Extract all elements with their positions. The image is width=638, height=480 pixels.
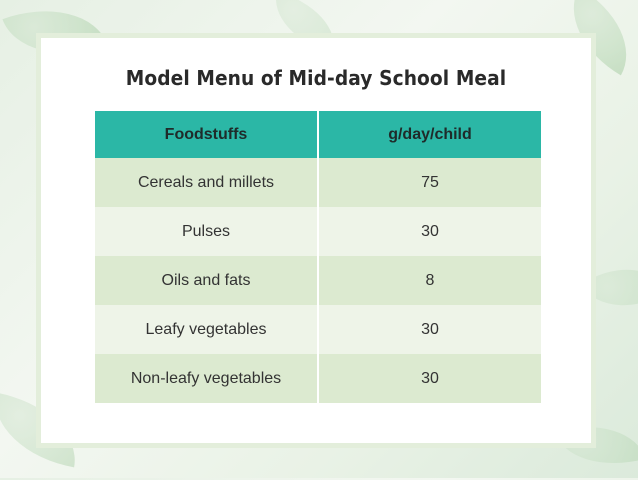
slide-card: Model Menu of Mid-day School Meal Foodst… [36,33,596,448]
food-cell: Leafy vegetables [95,305,319,354]
amount-cell: 30 [318,207,541,256]
table-row: Non-leafy vegetables 30 [95,354,541,403]
column-header-amount: g/day/child [318,111,541,158]
table-row: Pulses 30 [95,207,541,256]
food-cell: Cereals and millets [95,158,319,207]
table-row: Leafy vegetables 30 [95,305,541,354]
table-row: Cereals and millets 75 [95,158,541,207]
column-header-foodstuffs: Foodstuffs [95,111,319,158]
amount-cell: 75 [318,158,541,207]
amount-cell: 30 [318,354,541,403]
amount-cell: 30 [318,305,541,354]
food-cell: Oils and fats [95,256,319,305]
food-cell: Pulses [95,207,319,256]
table-header-row: Foodstuffs g/day/child [95,111,541,158]
amount-cell: 8 [318,256,541,305]
food-cell: Non-leafy vegetables [95,354,319,403]
slide-title: Model Menu of Mid-day School Meal [125,66,507,90]
table-row: Oils and fats 8 [95,256,541,305]
menu-table: Foodstuffs g/day/child Cereals and mille… [95,111,541,403]
